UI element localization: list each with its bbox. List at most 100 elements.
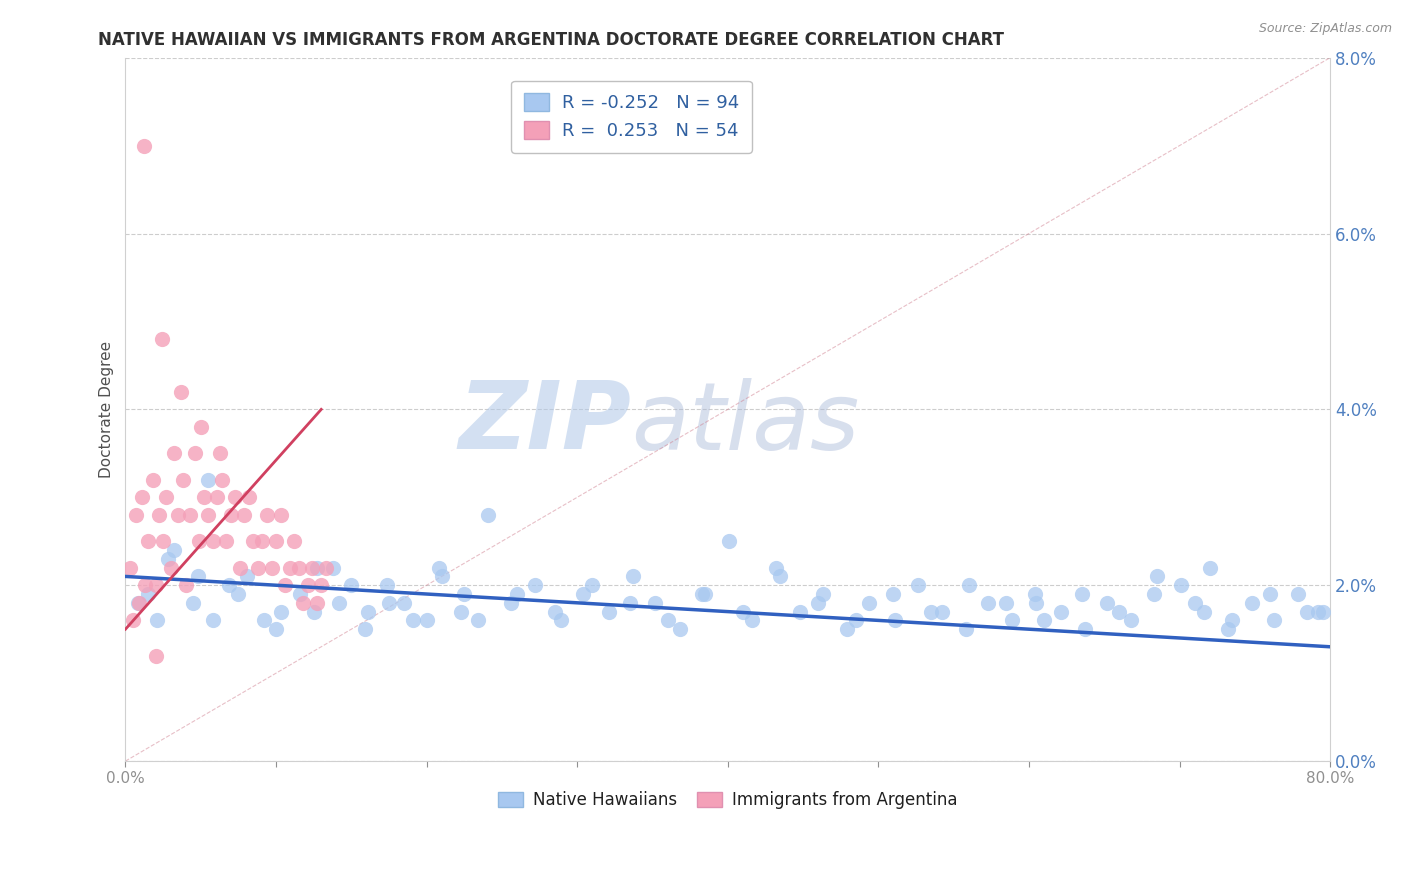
Point	[845, 614, 868, 628]
Point	[1198, 560, 1220, 574]
Point	[228, 587, 250, 601]
Point	[211, 473, 233, 487]
Point	[270, 605, 292, 619]
Point	[543, 605, 565, 619]
Point	[572, 587, 595, 601]
Point	[305, 560, 328, 574]
Point	[179, 508, 201, 522]
Point	[167, 508, 190, 522]
Point	[252, 534, 274, 549]
Point	[1049, 605, 1071, 619]
Point	[811, 587, 834, 601]
Point	[215, 534, 238, 549]
Point	[581, 578, 603, 592]
Point	[644, 596, 666, 610]
Y-axis label: Doctorate Degree: Doctorate Degree	[100, 341, 114, 478]
Point	[163, 543, 186, 558]
Point	[741, 614, 763, 628]
Point	[789, 605, 811, 619]
Point	[668, 622, 690, 636]
Point	[253, 614, 276, 628]
Point	[695, 587, 717, 601]
Point	[657, 614, 679, 628]
Point	[765, 560, 787, 574]
Point	[287, 560, 309, 574]
Legend: Native Hawaiians, Immigrants from Argentina: Native Hawaiians, Immigrants from Argent…	[491, 785, 965, 816]
Text: Source: ZipAtlas.com: Source: ZipAtlas.com	[1258, 22, 1392, 36]
Point	[453, 587, 475, 601]
Point	[270, 508, 292, 522]
Point	[957, 578, 980, 592]
Point	[128, 596, 150, 610]
Point	[292, 596, 315, 610]
Point	[598, 605, 620, 619]
Point	[882, 587, 904, 601]
Text: NATIVE HAWAIIAN VS IMMIGRANTS FROM ARGENTINA DOCTORATE DEGREE CORRELATION CHART: NATIVE HAWAIIAN VS IMMIGRANTS FROM ARGEN…	[98, 31, 1004, 49]
Point	[1097, 596, 1119, 610]
Point	[415, 614, 437, 628]
Point	[207, 491, 229, 505]
Point	[1220, 614, 1243, 628]
Point	[201, 614, 224, 628]
Point	[328, 596, 350, 610]
Point	[184, 446, 207, 460]
Point	[1192, 605, 1215, 619]
Point	[357, 605, 380, 619]
Point	[146, 614, 169, 628]
Point	[1184, 596, 1206, 610]
Point	[136, 587, 159, 601]
Point	[378, 596, 401, 610]
Point	[450, 605, 472, 619]
Point	[309, 578, 332, 592]
Point	[132, 138, 155, 153]
Point	[1070, 587, 1092, 601]
Point	[246, 560, 269, 574]
Point	[1240, 596, 1263, 610]
Point	[127, 596, 149, 610]
Point	[163, 446, 186, 460]
Point	[340, 578, 363, 592]
Point	[233, 508, 256, 522]
Point	[354, 622, 377, 636]
Text: ZIP: ZIP	[458, 377, 631, 469]
Point	[274, 578, 297, 592]
Point	[148, 508, 170, 522]
Point	[197, 508, 219, 522]
Point	[236, 569, 259, 583]
Point	[931, 605, 953, 619]
Point	[883, 614, 905, 628]
Point	[621, 569, 644, 583]
Point	[238, 491, 260, 505]
Point	[1170, 578, 1192, 592]
Point	[181, 596, 204, 610]
Point	[835, 622, 858, 636]
Point	[1306, 605, 1329, 619]
Point	[315, 560, 337, 574]
Point	[427, 560, 450, 574]
Point	[995, 596, 1018, 610]
Point	[125, 508, 148, 522]
Point	[907, 578, 929, 592]
Point	[807, 596, 830, 610]
Point	[150, 332, 173, 346]
Point	[1263, 614, 1285, 628]
Point	[201, 534, 224, 549]
Point	[145, 648, 167, 663]
Point	[1143, 587, 1166, 601]
Point	[122, 614, 145, 628]
Point	[769, 569, 792, 583]
Point	[260, 560, 283, 574]
Point	[136, 534, 159, 549]
Point	[977, 596, 1000, 610]
Point	[224, 491, 246, 505]
Point	[690, 587, 713, 601]
Point	[193, 491, 215, 505]
Point	[256, 508, 278, 522]
Point	[506, 587, 529, 601]
Point	[187, 569, 209, 583]
Point	[1033, 614, 1056, 628]
Point	[718, 534, 741, 549]
Point	[190, 420, 212, 434]
Point	[920, 605, 942, 619]
Point	[134, 578, 156, 592]
